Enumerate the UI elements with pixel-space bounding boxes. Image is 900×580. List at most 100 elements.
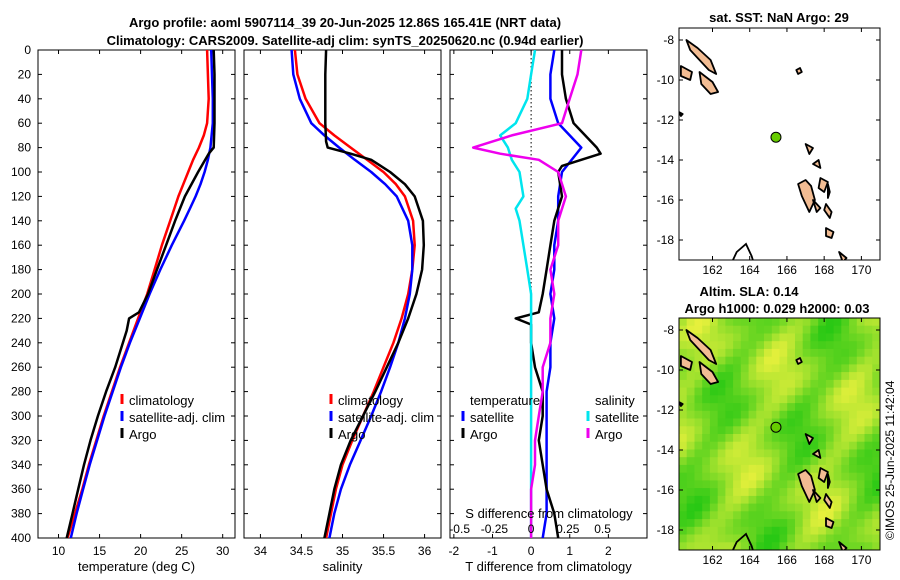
difference-legend-t-argo: Argo bbox=[470, 427, 497, 442]
sla-field-cell bbox=[764, 472, 773, 481]
difference-series-t-satellite bbox=[541, 50, 583, 538]
sst-map-ytick-label: -8 bbox=[663, 33, 674, 47]
sst-map-xtick-label: 164 bbox=[740, 263, 760, 277]
sla-field-cell bbox=[733, 472, 742, 481]
sla-field-cell bbox=[864, 410, 873, 420]
sla-field-cell bbox=[694, 472, 703, 481]
sla-field-cell bbox=[841, 387, 850, 396]
sla-field-cell bbox=[679, 526, 688, 536]
sla-field-cell bbox=[733, 449, 742, 458]
salinity-xtick-label: 34 bbox=[254, 544, 268, 558]
sla-field-cell bbox=[872, 356, 880, 365]
sla-field-cell bbox=[825, 441, 835, 450]
sla-field-cell bbox=[818, 348, 827, 358]
sla-field-cell bbox=[872, 472, 880, 481]
sla-field-cell bbox=[740, 372, 750, 381]
sla-field-cell bbox=[686, 511, 695, 520]
sla-field-cell bbox=[748, 534, 757, 543]
difference-legend-t-heading: temperature bbox=[470, 393, 540, 408]
sla-field-cell bbox=[686, 472, 695, 481]
salinity-xtick-label: 35 bbox=[336, 544, 350, 558]
sla-field-cell bbox=[771, 387, 781, 396]
sla-field-cell bbox=[849, 403, 858, 412]
sla-field-cell bbox=[694, 434, 703, 443]
sla-field-cell bbox=[802, 542, 811, 550]
sla-field-cell bbox=[856, 457, 866, 466]
sla-field-cell bbox=[679, 410, 688, 420]
sla-field-cell bbox=[802, 403, 811, 412]
sst-map-title: sat. SST: NaN Argo: 29 bbox=[709, 10, 849, 25]
sla-field-cell bbox=[787, 318, 796, 327]
sla-field-cell bbox=[795, 503, 804, 512]
sla-field-cell bbox=[702, 379, 711, 389]
sla-field-cell bbox=[779, 348, 788, 358]
sla-field-cell bbox=[764, 426, 773, 435]
sla-map-xtick-label: 168 bbox=[814, 553, 834, 567]
sla-field-cell bbox=[694, 464, 703, 474]
sla-field-cell bbox=[771, 503, 781, 512]
sla-field-cell bbox=[725, 457, 734, 466]
sla-field-cell bbox=[725, 511, 734, 520]
sla-map-island bbox=[679, 401, 684, 407]
temperature-legend-2: Argo bbox=[129, 427, 156, 442]
sla-field-cell bbox=[779, 318, 788, 327]
sla-field-cell bbox=[702, 534, 711, 543]
sla-field-cell bbox=[733, 534, 742, 543]
sla-field-cell bbox=[686, 480, 695, 489]
sla-field-cell bbox=[717, 348, 726, 358]
sla-field-cell bbox=[818, 503, 827, 512]
sst-map-island bbox=[685, 39, 718, 75]
sla-field-cell bbox=[733, 495, 742, 505]
difference-axes-box bbox=[449, 49, 648, 539]
difference-legend-t-satellite: satellite bbox=[470, 410, 514, 425]
sla-field-cell bbox=[679, 318, 688, 327]
sla-field-cell bbox=[872, 503, 880, 512]
sla-field-cell bbox=[787, 341, 796, 350]
sla-map-xtick-label: 164 bbox=[740, 553, 760, 567]
sst-map-ytick-label: -12 bbox=[657, 113, 675, 127]
sla-field-cell bbox=[795, 379, 804, 389]
sla-field-cell bbox=[849, 434, 858, 443]
sla-field-cell bbox=[717, 526, 726, 536]
sla-field-cell bbox=[725, 387, 734, 396]
sla-field-cell bbox=[864, 526, 873, 536]
sla-field-cell bbox=[694, 333, 703, 342]
salinity-series-argo bbox=[323, 50, 426, 538]
sla-field-cell bbox=[740, 364, 750, 373]
sla-field-cell bbox=[802, 318, 811, 327]
sla-field-cell bbox=[764, 488, 773, 497]
sla-field-cell bbox=[825, 325, 835, 334]
sla-field-cell bbox=[702, 449, 711, 458]
sla-field-cell bbox=[849, 441, 858, 450]
sla-field-cell bbox=[779, 325, 788, 334]
sla-map-panel: Altim. SLA: 0.14 Argo h1000: 0.029 h2000… bbox=[657, 284, 881, 567]
sla-field-cell bbox=[771, 519, 781, 528]
depth-tick-label: 400 bbox=[11, 531, 31, 545]
sla-field-cell bbox=[864, 488, 873, 497]
salinity-legend-0: climatology bbox=[338, 393, 404, 408]
sla-field-cell bbox=[795, 318, 804, 327]
sla-field-cell bbox=[841, 457, 850, 466]
sla-field-cell bbox=[856, 488, 866, 497]
sla-field-cell bbox=[764, 480, 773, 489]
sla-field-cell bbox=[740, 534, 750, 543]
sla-field-cell bbox=[686, 495, 695, 505]
sla-map-ytick-label: -12 bbox=[657, 403, 675, 417]
sla-field-cell bbox=[825, 333, 835, 342]
sla-field-cell bbox=[717, 372, 726, 381]
sst-map-island bbox=[812, 159, 822, 169]
salinity-xtick-label: 36 bbox=[418, 544, 432, 558]
sla-field-cell bbox=[694, 379, 703, 389]
sst-map-xtick-label: 170 bbox=[851, 263, 871, 277]
sla-field-cell bbox=[694, 348, 703, 358]
sla-field-cell bbox=[756, 457, 765, 466]
sla-field-cell bbox=[849, 526, 858, 536]
sla-field-cell bbox=[825, 379, 835, 389]
sla-field-cell bbox=[771, 364, 781, 373]
sla-field-cell bbox=[717, 542, 726, 550]
sla-field-cell bbox=[856, 318, 866, 327]
sla-field-cell bbox=[825, 464, 835, 474]
sla-map-island bbox=[825, 517, 835, 529]
sla-field-cell bbox=[825, 472, 835, 481]
